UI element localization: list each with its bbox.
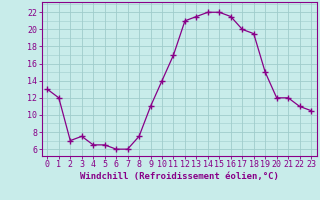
X-axis label: Windchill (Refroidissement éolien,°C): Windchill (Refroidissement éolien,°C) xyxy=(80,172,279,181)
